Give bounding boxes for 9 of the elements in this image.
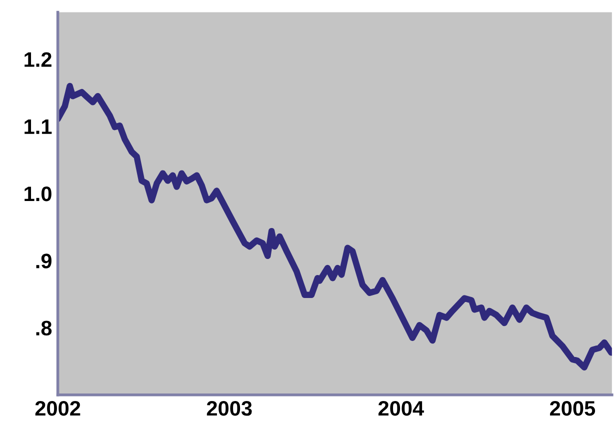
y-tick-label: .8 bbox=[36, 320, 52, 336]
y-tick-label: .9 bbox=[36, 254, 52, 268]
x-tick-label: 2003 bbox=[206, 401, 252, 416]
x-tick-label: 2002 bbox=[35, 401, 80, 416]
x-tick-label: 2005 bbox=[550, 401, 596, 416]
y-tick-label: 1.2 bbox=[24, 52, 52, 67]
x-tick-label: 2004 bbox=[378, 401, 424, 416]
y-tick-label: 1.1 bbox=[24, 120, 52, 134]
y-tick-label: 1.0 bbox=[24, 186, 52, 202]
